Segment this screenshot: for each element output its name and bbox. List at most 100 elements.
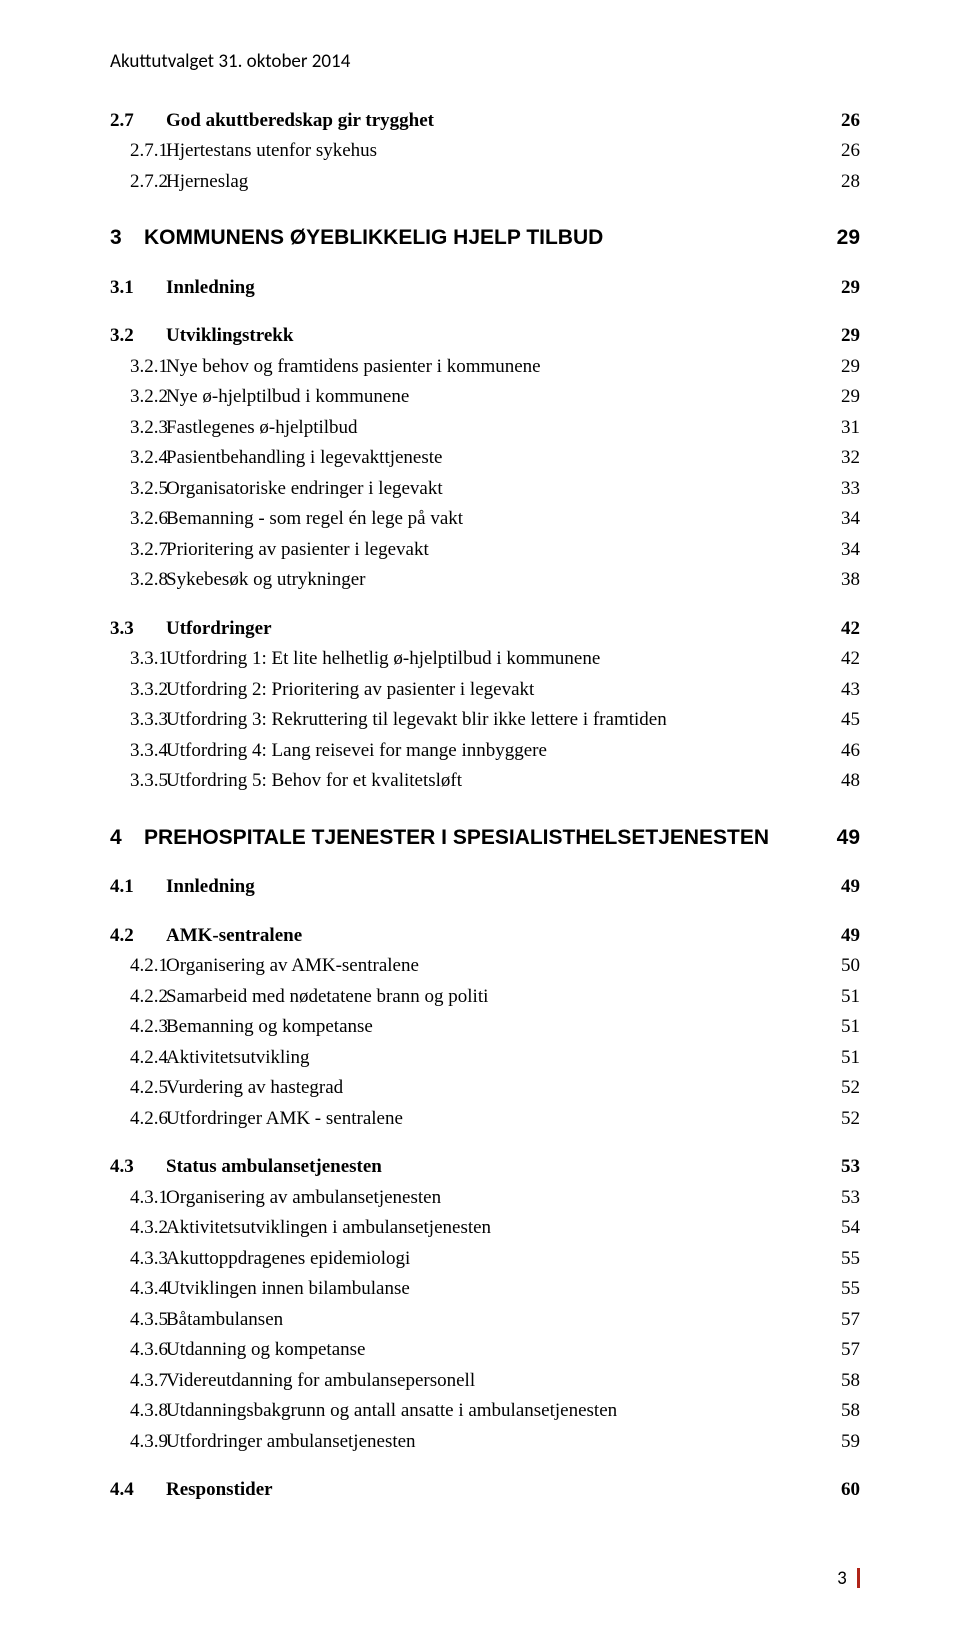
toc-page: 55 (820, 1275, 860, 1304)
toc-sub: 4.3.8Utdanningsbakgrunn og antall ansatt… (110, 1397, 860, 1426)
toc-label: 3.3Utfordringer (110, 615, 820, 644)
toc-sub: 3.2.7Prioritering av pasienter i legevak… (110, 536, 860, 565)
toc-title: Innledning (166, 876, 255, 897)
toc-sub: 4.3.1Organisering av ambulansetjenesten5… (110, 1184, 860, 1213)
toc-page: 53 (820, 1153, 860, 1182)
toc-number: 4 (110, 822, 144, 854)
toc-sub: 3.2.6Bemanning - som regel én lege på va… (110, 505, 860, 534)
toc-sub: 3.3.5Utfordring 5: Behov for et kvalitet… (110, 767, 860, 796)
toc-page: 55 (820, 1245, 860, 1274)
toc-title: Utviklingstrekk (166, 325, 293, 346)
toc-number: 3 (110, 222, 144, 254)
toc-title: Organisatoriske endringer i legevakt (166, 478, 443, 499)
toc-page: 57 (820, 1306, 860, 1335)
toc-page: 53 (820, 1184, 860, 1213)
toc-chapter: 3KOMMUNENS ØYEBLIKKELIG HJELP TILBUD29 (110, 222, 860, 254)
toc-title: Pasientbehandling i legevakttjeneste (166, 447, 442, 468)
toc-number: 3.3.3 (110, 706, 166, 735)
toc-label: 4.2AMK-sentralene (110, 922, 820, 951)
toc-section: 4.4Responstider60 (110, 1476, 860, 1505)
toc-sub: 4.3.9Utfordringer ambulansetjenesten59 (110, 1428, 860, 1457)
toc-label: 4.2.6Utfordringer AMK - sentralene (110, 1105, 820, 1134)
toc-sub: 2.7.1Hjertestans utenfor sykehus26 (110, 137, 860, 166)
toc-sub: 4.3.5Båtambulansen57 (110, 1306, 860, 1335)
toc-title: Samarbeid med nødetatene brann og politi (166, 986, 488, 1007)
toc-title: Utfordringer AMK - sentralene (166, 1108, 403, 1129)
toc-title: Akuttoppdragenes epidemiologi (166, 1248, 410, 1269)
toc-page: 33 (820, 475, 860, 504)
toc-number: 4.1 (110, 873, 166, 902)
toc-label: 3.2.8Sykebesøk og utrykninger (110, 566, 820, 595)
toc-page: 49 (820, 873, 860, 902)
toc-sub: 3.3.3Utfordring 3: Rekruttering til lege… (110, 706, 860, 735)
toc-number: 3.2.7 (110, 536, 166, 565)
toc-title: Aktivitetsutviklingen i ambulansetjenest… (166, 1217, 491, 1238)
toc-sub: 3.2.1Nye behov og framtidens pasienter i… (110, 353, 860, 382)
toc-label: 4.3.2Aktivitetsutviklingen i ambulansetj… (110, 1214, 820, 1243)
toc-number: 3.3.5 (110, 767, 166, 796)
toc-sub: 3.3.4Utfordring 4: Lang reisevei for man… (110, 737, 860, 766)
toc-page: 29 (820, 322, 860, 351)
toc-number: 4.2.2 (110, 983, 166, 1012)
toc-title: Organisering av ambulansetjenesten (166, 1187, 441, 1208)
toc-page: 34 (820, 536, 860, 565)
toc-page: 26 (820, 137, 860, 166)
toc-sub: 3.3.1Utfordring 1: Et lite helhetlig ø-h… (110, 645, 860, 674)
toc-title: Nye behov og framtidens pasienter i komm… (166, 356, 541, 377)
toc-title: Hjerneslag (166, 171, 248, 192)
toc-title: Nye ø-hjelptilbud i kommunene (166, 386, 409, 407)
toc-label: 3.2.5Organisatoriske endringer i legevak… (110, 475, 820, 504)
toc-page: 52 (820, 1074, 860, 1103)
toc-page: 49 (820, 922, 860, 951)
toc-label: 3.2.1Nye behov og framtidens pasienter i… (110, 353, 820, 382)
toc-page: 51 (820, 983, 860, 1012)
toc-title: Bemanning - som regel én lege på vakt (166, 508, 463, 529)
toc-title: Hjertestans utenfor sykehus (166, 140, 377, 161)
toc-page: 29 (820, 353, 860, 382)
toc-page: 29 (820, 274, 860, 303)
toc-label: 4.3Status ambulansetjenesten (110, 1153, 820, 1182)
toc-title: Utdanningsbakgrunn og antall ansatte i a… (166, 1400, 617, 1421)
toc-title: KOMMUNENS ØYEBLIKKELIG HJELP TILBUD (144, 226, 603, 249)
toc-number: 4.2.5 (110, 1074, 166, 1103)
toc-number: 4.3.4 (110, 1275, 166, 1304)
toc-sub: 4.3.3Akuttoppdragenes epidemiologi55 (110, 1245, 860, 1274)
toc-number: 3.3.4 (110, 737, 166, 766)
toc-number: 4.2.6 (110, 1105, 166, 1134)
toc-number: 4.3.1 (110, 1184, 166, 1213)
toc-section: 3.2Utviklingstrekk29 (110, 322, 860, 351)
toc-label: 3.2.2Nye ø-hjelptilbud i kommunene (110, 383, 820, 412)
toc-title: Utfordring 5: Behov for et kvalitetsløft (166, 770, 462, 791)
toc-number: 3.2.5 (110, 475, 166, 504)
toc-title: Videreutdanning for ambulansepersonell (166, 1370, 475, 1391)
toc-title: AMK-sentralene (166, 925, 302, 946)
page-footer: 3 (110, 1565, 860, 1594)
toc-sub: 3.2.2Nye ø-hjelptilbud i kommunene29 (110, 383, 860, 412)
toc-label: 4.4Responstider (110, 1476, 820, 1505)
toc-number: 3.1 (110, 274, 166, 303)
toc-sub: 3.2.4Pasientbehandling i legevakttjenest… (110, 444, 860, 473)
page-number: 3 (837, 1567, 847, 1590)
toc-sub: 3.2.5Organisatoriske endringer i legevak… (110, 475, 860, 504)
toc-label: 4.3.1Organisering av ambulansetjenesten (110, 1184, 820, 1213)
toc-title: Utfordring 3: Rekruttering til legevakt … (166, 709, 667, 730)
toc-label: 4.3.7Videreutdanning for ambulanseperson… (110, 1367, 820, 1396)
toc-label: 3.3.5Utfordring 5: Behov for et kvalitet… (110, 767, 820, 796)
toc-page: 51 (820, 1013, 860, 1042)
toc-label: 4PREHOSPITALE TJENESTER I SPESIALISTHELS… (110, 822, 820, 854)
toc-label: 4.3.5Båtambulansen (110, 1306, 820, 1335)
toc-sub: 4.2.1Organisering av AMK-sentralene50 (110, 952, 860, 981)
toc-number: 4.3.9 (110, 1428, 166, 1457)
toc-label: 3KOMMUNENS ØYEBLIKKELIG HJELP TILBUD (110, 222, 820, 254)
table-of-contents: 2.7God akuttberedskap gir trygghet262.7.… (110, 107, 860, 1505)
toc-label: 4.2.3Bemanning og kompetanse (110, 1013, 820, 1042)
toc-page: 49 (820, 822, 860, 854)
toc-label: 2.7.1Hjertestans utenfor sykehus (110, 137, 820, 166)
toc-number: 4.3.7 (110, 1367, 166, 1396)
toc-sub: 4.3.6Utdanning og kompetanse57 (110, 1336, 860, 1365)
toc-label: 3.3.3Utfordring 3: Rekruttering til lege… (110, 706, 820, 735)
document-header: Akuttutvalget 31. oktober 2014 (110, 48, 860, 77)
toc-page: 26 (820, 107, 860, 136)
toc-number: 4.3.5 (110, 1306, 166, 1335)
toc-number: 4.3.8 (110, 1397, 166, 1426)
